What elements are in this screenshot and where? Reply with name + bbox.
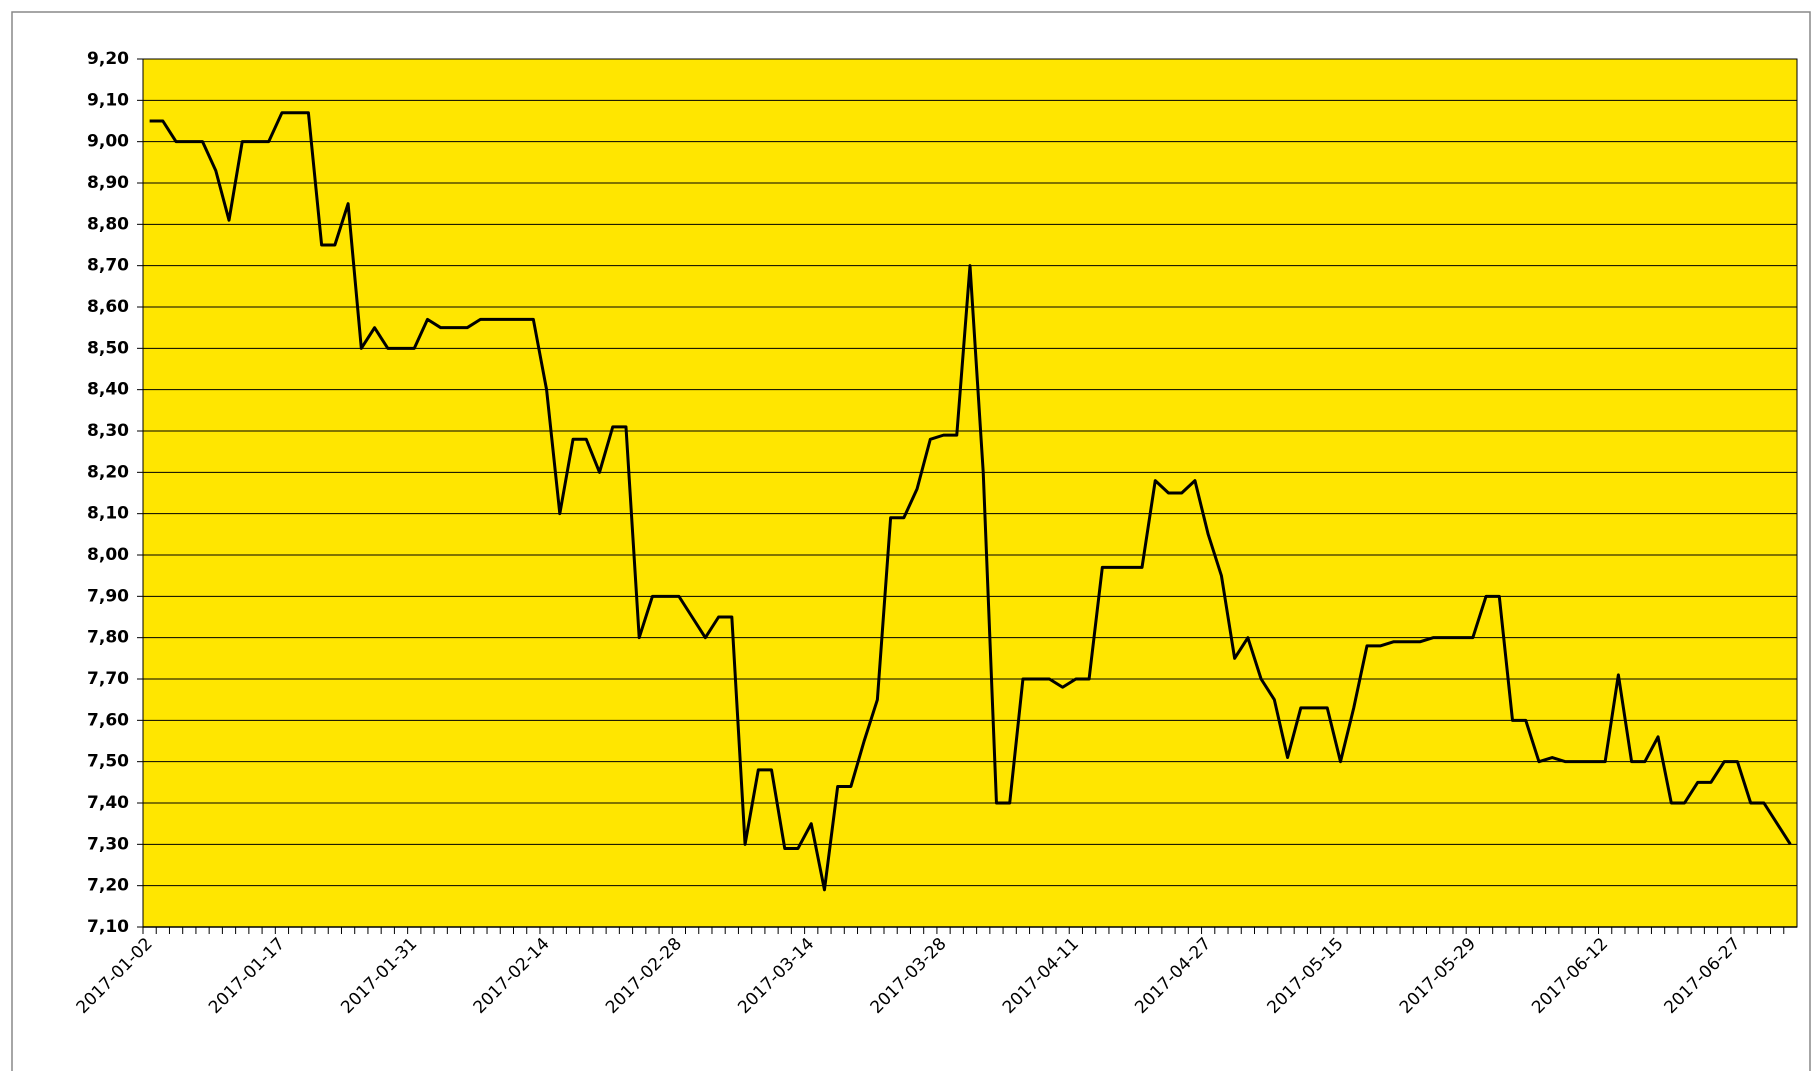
y-tick-label: 8,30 (87, 421, 129, 441)
y-tick-label: 7,40 (87, 793, 129, 813)
y-tick-label: 7,70 (87, 669, 129, 689)
y-tick-label: 8,80 (87, 214, 129, 234)
y-tick-label: 7,60 (87, 710, 129, 730)
y-tick-label: 9,10 (87, 90, 129, 110)
y-tick-label: 8,20 (87, 462, 129, 482)
y-tick-label: 8,70 (87, 256, 129, 276)
y-tick-label: 8,90 (87, 173, 129, 193)
y-tick-label: 7,50 (87, 752, 129, 772)
y-tick-label: 7,80 (87, 628, 129, 648)
plot-area (142, 58, 1798, 928)
y-tick-label: 7,90 (87, 586, 129, 606)
y-tick-label: 8,50 (87, 338, 129, 358)
y-tick-label: 8,00 (87, 545, 129, 565)
price-line (149, 111, 1792, 892)
y-tick-label: 8,10 (87, 504, 129, 524)
y-tick-label: 7,10 (87, 917, 129, 937)
y-tick-label: 7,20 (87, 876, 129, 896)
y-tick-label: 8,60 (87, 297, 129, 317)
y-tick-label: 7,30 (87, 834, 129, 854)
y-tick-label: 9,00 (87, 132, 129, 152)
y-tick-label: 8,40 (87, 380, 129, 400)
y-tick-label: 9,20 (87, 49, 129, 69)
